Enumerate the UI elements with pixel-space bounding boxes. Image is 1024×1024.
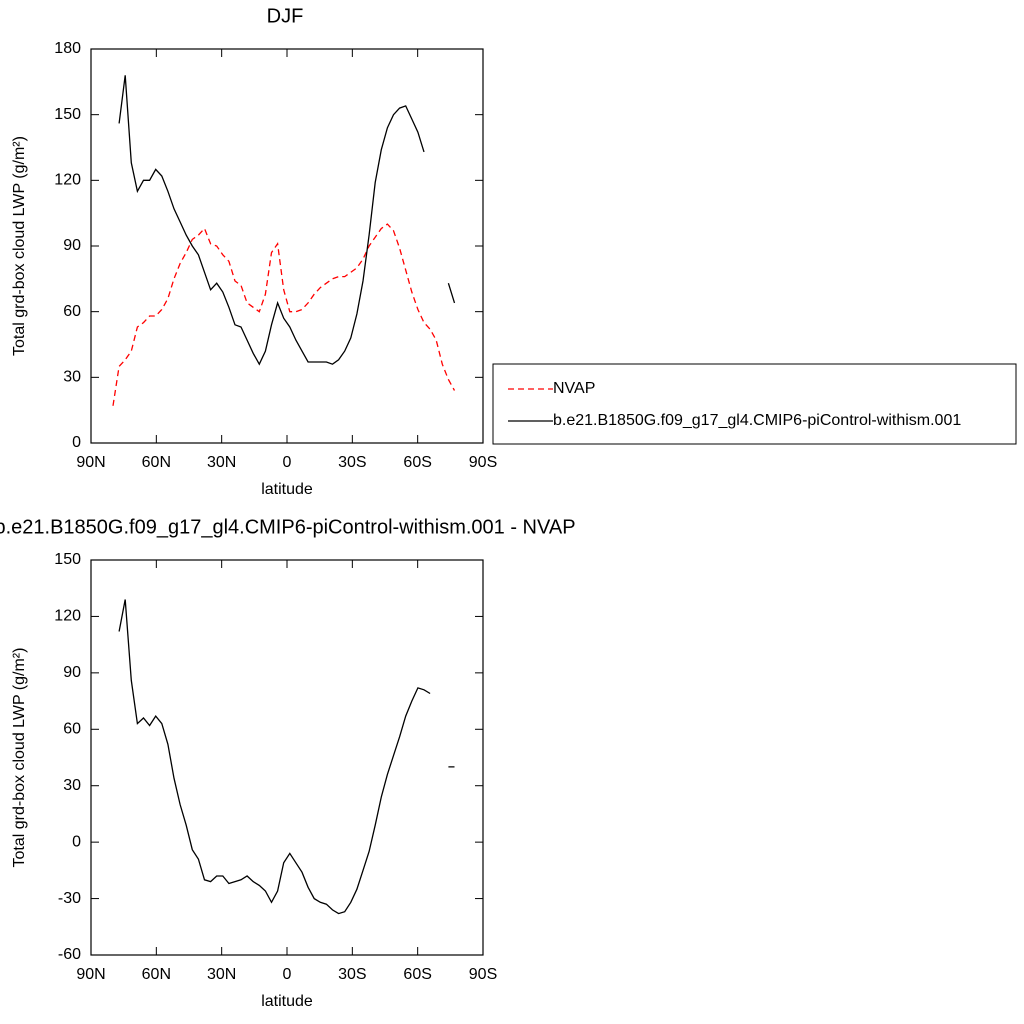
data-line xyxy=(112,223,456,406)
plot-frame xyxy=(90,559,484,956)
x-tick-label: 0 xyxy=(283,966,292,983)
x-tick-label: 60N xyxy=(142,454,171,471)
x-tick-label: 30S xyxy=(338,966,366,983)
y-tick-label: 120 xyxy=(54,172,81,189)
y-tick-label: 0 xyxy=(72,434,81,451)
x-tick-label: 90S xyxy=(469,966,497,983)
x-tick-label: 60S xyxy=(403,454,431,471)
y-axis-label: Total grd-box cloud LWP (g/m²) xyxy=(11,136,28,356)
x-tick-label: 60N xyxy=(142,966,171,983)
y-tick-label: 0 xyxy=(72,833,81,850)
legend-label: NVAP xyxy=(553,380,595,397)
y-tick-label: 30 xyxy=(63,777,81,794)
x-axis-label: latitude xyxy=(261,481,313,498)
x-tick-label: 30N xyxy=(207,966,236,983)
x-tick-label: 30S xyxy=(338,454,366,471)
y-tick-label: 120 xyxy=(54,608,81,625)
x-tick-label: 0 xyxy=(283,454,292,471)
y-tick-label: 150 xyxy=(54,551,81,568)
y-tick-label: 90 xyxy=(63,664,81,681)
legend-label: b.e21.B1850G.f09_g17_gl4.CMIP6-piControl… xyxy=(553,412,961,429)
chart-title: b.e21.B1850G.f09_g17_gl4.CMIP6-piControl… xyxy=(0,516,576,538)
y-tick-label: 150 xyxy=(54,106,81,123)
x-tick-label: 90N xyxy=(76,454,105,471)
x-tick-label: 60S xyxy=(403,966,431,983)
y-tick-label: -60 xyxy=(58,946,81,963)
y-axis-label: Total grd-box cloud LWP (g/m²) xyxy=(11,648,28,868)
legend-box xyxy=(492,363,1017,445)
y-tick-label: 30 xyxy=(63,369,81,386)
y-tick-label: -30 xyxy=(58,890,81,907)
x-tick-label: 30N xyxy=(207,454,236,471)
data-line xyxy=(118,599,455,915)
y-tick-label: 90 xyxy=(63,237,81,254)
y-tick-label: 180 xyxy=(54,40,81,57)
plot-frame xyxy=(90,48,484,444)
y-tick-label: 60 xyxy=(63,303,81,320)
data-line xyxy=(118,75,456,366)
x-axis-label: latitude xyxy=(261,993,313,1010)
x-tick-label: 90S xyxy=(469,454,497,471)
x-tick-label: 90N xyxy=(76,966,105,983)
y-tick-label: 60 xyxy=(63,721,81,738)
chart-title: DJF xyxy=(267,5,304,27)
